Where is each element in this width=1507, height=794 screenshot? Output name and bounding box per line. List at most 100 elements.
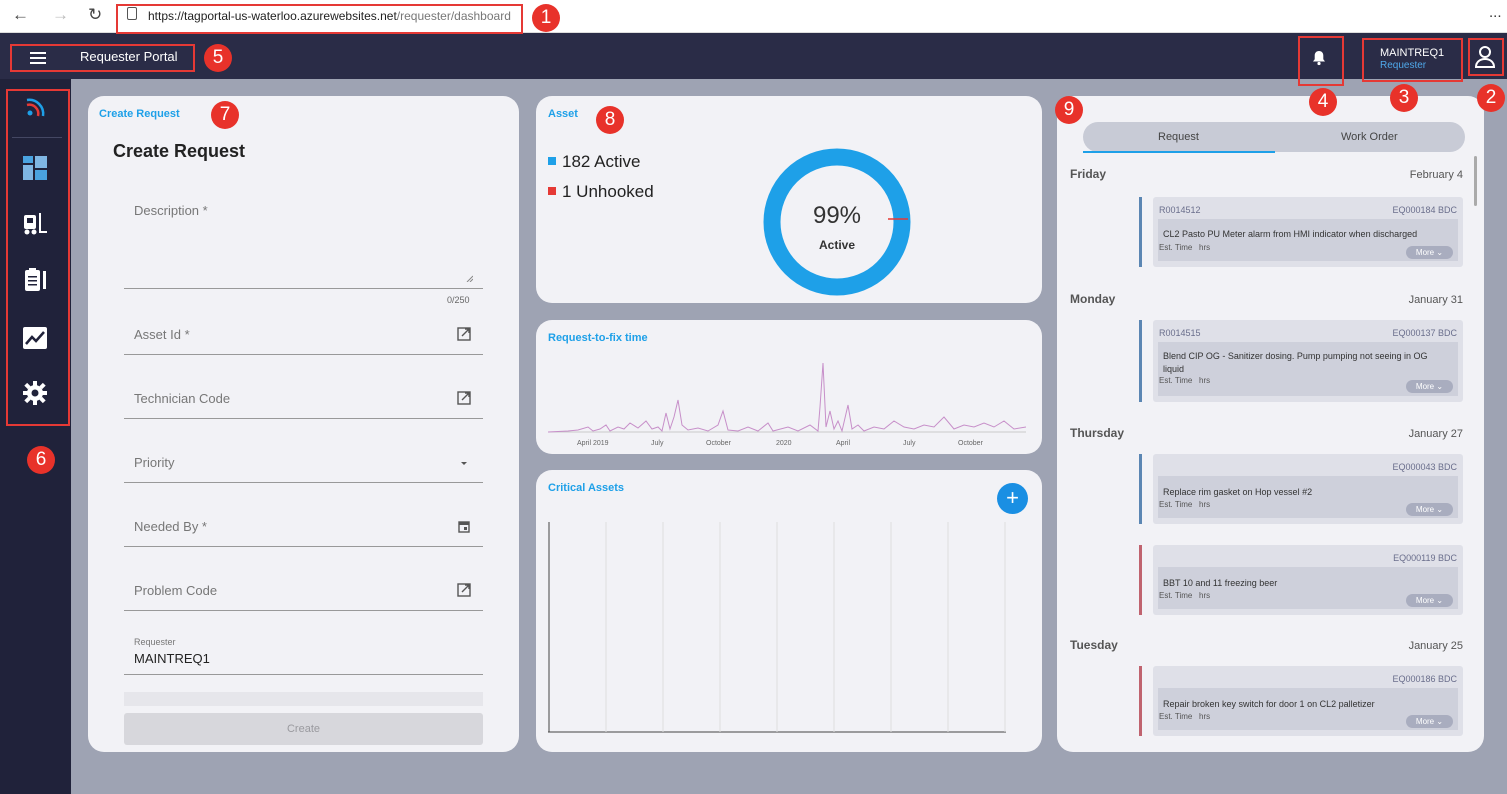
open-lookup-icon[interactable] — [457, 327, 471, 341]
annotation-box — [1298, 36, 1344, 86]
annotation-number: 3 — [1390, 84, 1418, 112]
reload-icon[interactable]: ↻ — [88, 5, 103, 24]
priority-select[interactable]: Priority — [124, 438, 483, 483]
form-spacer — [124, 692, 483, 706]
sidebar — [0, 79, 71, 794]
sidebar-divider — [12, 137, 62, 138]
menu-icon[interactable] — [30, 52, 46, 64]
more-button[interactable]: More ⌄ — [1406, 380, 1453, 393]
work-item-card[interactable]: EQ000043 BDC Replace rim gasket on Hop v… — [1153, 454, 1463, 524]
request-tabs — [1083, 122, 1465, 152]
open-lookup-icon[interactable] — [457, 583, 471, 597]
portal-title: Requester Portal — [80, 49, 178, 64]
tick-label: October — [958, 440, 983, 447]
create-request-card-title: Create Request — [99, 108, 180, 120]
work-item-card[interactable]: EQ000186 BDC Repair broken key switch fo… — [1153, 666, 1463, 736]
asset-unhooked-legend: 1 Unhooked — [548, 182, 654, 202]
tick-label: April 2019 — [577, 440, 609, 447]
lock-icon — [127, 7, 137, 20]
critical-assets-chart — [548, 522, 1006, 733]
priority-bar — [1139, 320, 1142, 402]
create-button[interactable]: Create — [124, 713, 483, 745]
technician-code-field[interactable]: Technician Code — [124, 374, 483, 419]
user-name[interactable]: MAINTREQ1 — [1380, 47, 1445, 59]
equipment-code: EQ000137 BDC — [1392, 328, 1457, 338]
signal-logo-icon[interactable] — [22, 95, 48, 121]
forward-icon[interactable]: → — [52, 5, 69, 24]
calendar-icon[interactable] — [457, 519, 471, 533]
tab-request[interactable]: Request — [1158, 131, 1199, 143]
active-tab-indicator — [1083, 151, 1275, 153]
analytics-icon[interactable] — [22, 325, 48, 351]
est-time: Est. Time hrs — [1159, 591, 1211, 600]
requests-panel — [1057, 96, 1484, 752]
donut-active-arc — [763, 148, 911, 296]
more-button[interactable]: More ⌄ — [1406, 246, 1453, 259]
tab-work-order[interactable]: Work Order — [1341, 131, 1398, 143]
back-icon[interactable]: ← — [12, 5, 29, 24]
more-button[interactable]: More ⌄ — [1406, 503, 1453, 516]
dropdown-arrow-icon[interactable] — [457, 457, 471, 471]
priority-bar — [1139, 197, 1142, 267]
tick-label: April — [836, 440, 851, 447]
forklift-icon[interactable] — [22, 211, 48, 237]
address-bar[interactable] — [116, 5, 1470, 27]
work-item-description: Blend CIP OG - Sanitizer dosing. Pump pu… — [1163, 351, 1428, 374]
est-time: Est. Time hrs — [1159, 500, 1211, 509]
bell-icon[interactable] — [1312, 50, 1326, 66]
add-critical-asset-button[interactable]: + — [997, 483, 1028, 514]
requester-label: Requester — [134, 637, 176, 647]
settings-gear-icon[interactable] — [22, 380, 48, 406]
annotation-box — [10, 44, 195, 72]
description-field[interactable]: Description * — [124, 190, 483, 289]
create-request-card — [88, 96, 519, 752]
tick-label: July — [651, 440, 664, 447]
equipment-code: EQ000184 BDC — [1392, 205, 1457, 215]
work-item-description: Repair broken key switch for door 1 on C… — [1163, 699, 1375, 709]
url-text[interactable]: https://tagportal-us-waterloo.azurewebsi… — [148, 9, 511, 23]
resize-handle-icon[interactable] — [466, 275, 473, 282]
est-time: Est. Time hrs — [1159, 243, 1211, 252]
annotation-box — [1362, 38, 1463, 82]
critical-assets-card — [536, 470, 1042, 752]
asset-id-field[interactable]: Asset Id * — [124, 310, 483, 355]
clipboard-icon[interactable] — [22, 267, 48, 293]
day-heading: Friday — [1070, 167, 1107, 181]
work-item-card[interactable]: R0014515 EQ000137 BDC Blend CIP OG - San… — [1153, 320, 1463, 402]
est-time: Est. Time hrs — [1159, 712, 1211, 721]
day-heading: Tuesday — [1070, 638, 1118, 652]
day-date: January 25 — [1408, 640, 1463, 652]
annotation-number: 5 — [204, 44, 232, 72]
account-icon[interactable] — [1474, 45, 1496, 69]
work-item-card[interactable]: R0014512 EQ000184 BDC CL2 Pasto PU Meter… — [1153, 197, 1463, 267]
donut-label: Active — [818, 238, 856, 252]
open-lookup-icon[interactable] — [457, 391, 471, 405]
work-item-description: CL2 Pasto PU Meter alarm from HMI indica… — [1163, 229, 1418, 239]
request-id: R0014515 — [1159, 328, 1201, 338]
annotation-number: 1 — [532, 4, 560, 32]
dashboard-icon[interactable] — [22, 155, 48, 181]
create-request-heading: Create Request — [113, 141, 246, 161]
more-button[interactable]: More ⌄ — [1406, 594, 1453, 607]
equipment-code: EQ000043 BDC — [1392, 462, 1457, 472]
annotation-number: 6 — [27, 446, 55, 474]
annotation-box — [1468, 38, 1504, 76]
work-item-description: BBT 10 and 11 freezing beer — [1163, 578, 1278, 588]
day-date: January 27 — [1408, 428, 1463, 440]
annotation-box — [6, 89, 70, 426]
browser-menu-icon[interactable]: ... — [1489, 4, 1502, 21]
work-item-description: Replace rim gasket on Hop vessel #2 — [1163, 487, 1313, 497]
annotation-box — [116, 4, 523, 34]
panel-scrollbar[interactable] — [1474, 156, 1477, 206]
problem-code-field[interactable]: Problem Code — [124, 566, 483, 611]
needed-by-field[interactable]: Needed By * — [124, 502, 483, 547]
tick-label: 2020 — [776, 440, 792, 447]
work-item-card[interactable]: EQ000119 BDC BBT 10 and 11 freezing beer… — [1153, 545, 1463, 615]
user-role: Requester — [1380, 60, 1427, 71]
priority-bar — [1139, 666, 1142, 736]
donut-percent: 99% — [812, 202, 862, 229]
more-button[interactable]: More ⌄ — [1406, 715, 1453, 728]
asset-active-legend: 182 Active — [548, 152, 640, 172]
day-date: February 4 — [1409, 169, 1463, 181]
request-to-fix-card-title: Request-to-fix time — [548, 332, 648, 344]
